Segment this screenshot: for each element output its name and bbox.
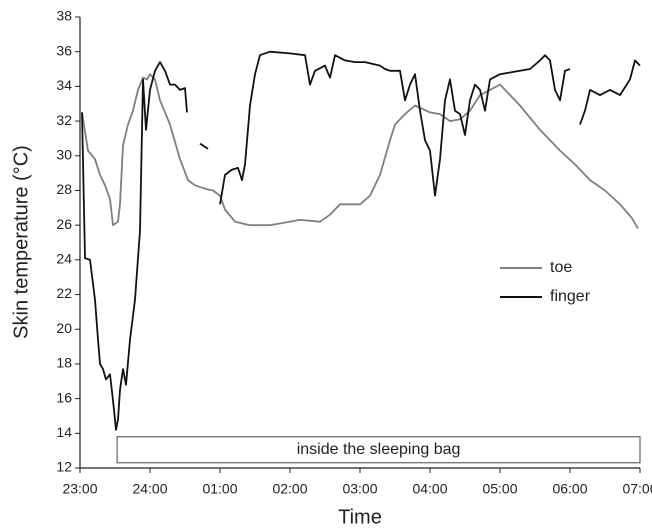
y-tick-label: 12 bbox=[56, 459, 72, 475]
y-tick-label: 14 bbox=[56, 424, 72, 440]
y-tick-label: 34 bbox=[56, 77, 72, 93]
x-axis-title: Time bbox=[338, 506, 382, 528]
y-tick-label: 26 bbox=[56, 216, 72, 232]
y-tick-label: 38 bbox=[56, 8, 72, 24]
x-tick-label: 05:00 bbox=[482, 481, 517, 497]
y-tick-label: 18 bbox=[56, 355, 72, 371]
x-tick-label: 03:00 bbox=[342, 481, 377, 497]
legend-text: toe bbox=[550, 259, 572, 276]
y-tick-label: 30 bbox=[56, 146, 72, 162]
y-axis-title: Skin temperature (°C) bbox=[10, 145, 32, 339]
x-tick-label: 06:00 bbox=[552, 481, 587, 497]
y-tick-label: 36 bbox=[56, 42, 72, 58]
y-tick-label: 24 bbox=[56, 251, 72, 267]
y-tick-label: 22 bbox=[56, 285, 72, 301]
x-tick-label: 04:00 bbox=[412, 481, 447, 497]
line-series bbox=[81, 73, 639, 230]
x-tick-label: 01:00 bbox=[202, 481, 237, 497]
x-tick-label: 24:00 bbox=[132, 481, 167, 497]
annotation-text: inside the sleeping bag bbox=[297, 441, 461, 458]
annotation-box bbox=[116, 436, 641, 464]
y-tick-label: 32 bbox=[56, 112, 72, 128]
y-tick-label: 20 bbox=[56, 320, 72, 336]
x-tick-label: 02:00 bbox=[272, 481, 307, 497]
y-tick-label: 16 bbox=[56, 389, 72, 405]
x-tick-label: 23:00 bbox=[62, 481, 97, 497]
legend-text: finger bbox=[550, 288, 591, 305]
x-tick-label: 07:00 bbox=[622, 481, 652, 497]
line-series bbox=[81, 50, 641, 431]
y-tick-label: 28 bbox=[56, 181, 72, 197]
